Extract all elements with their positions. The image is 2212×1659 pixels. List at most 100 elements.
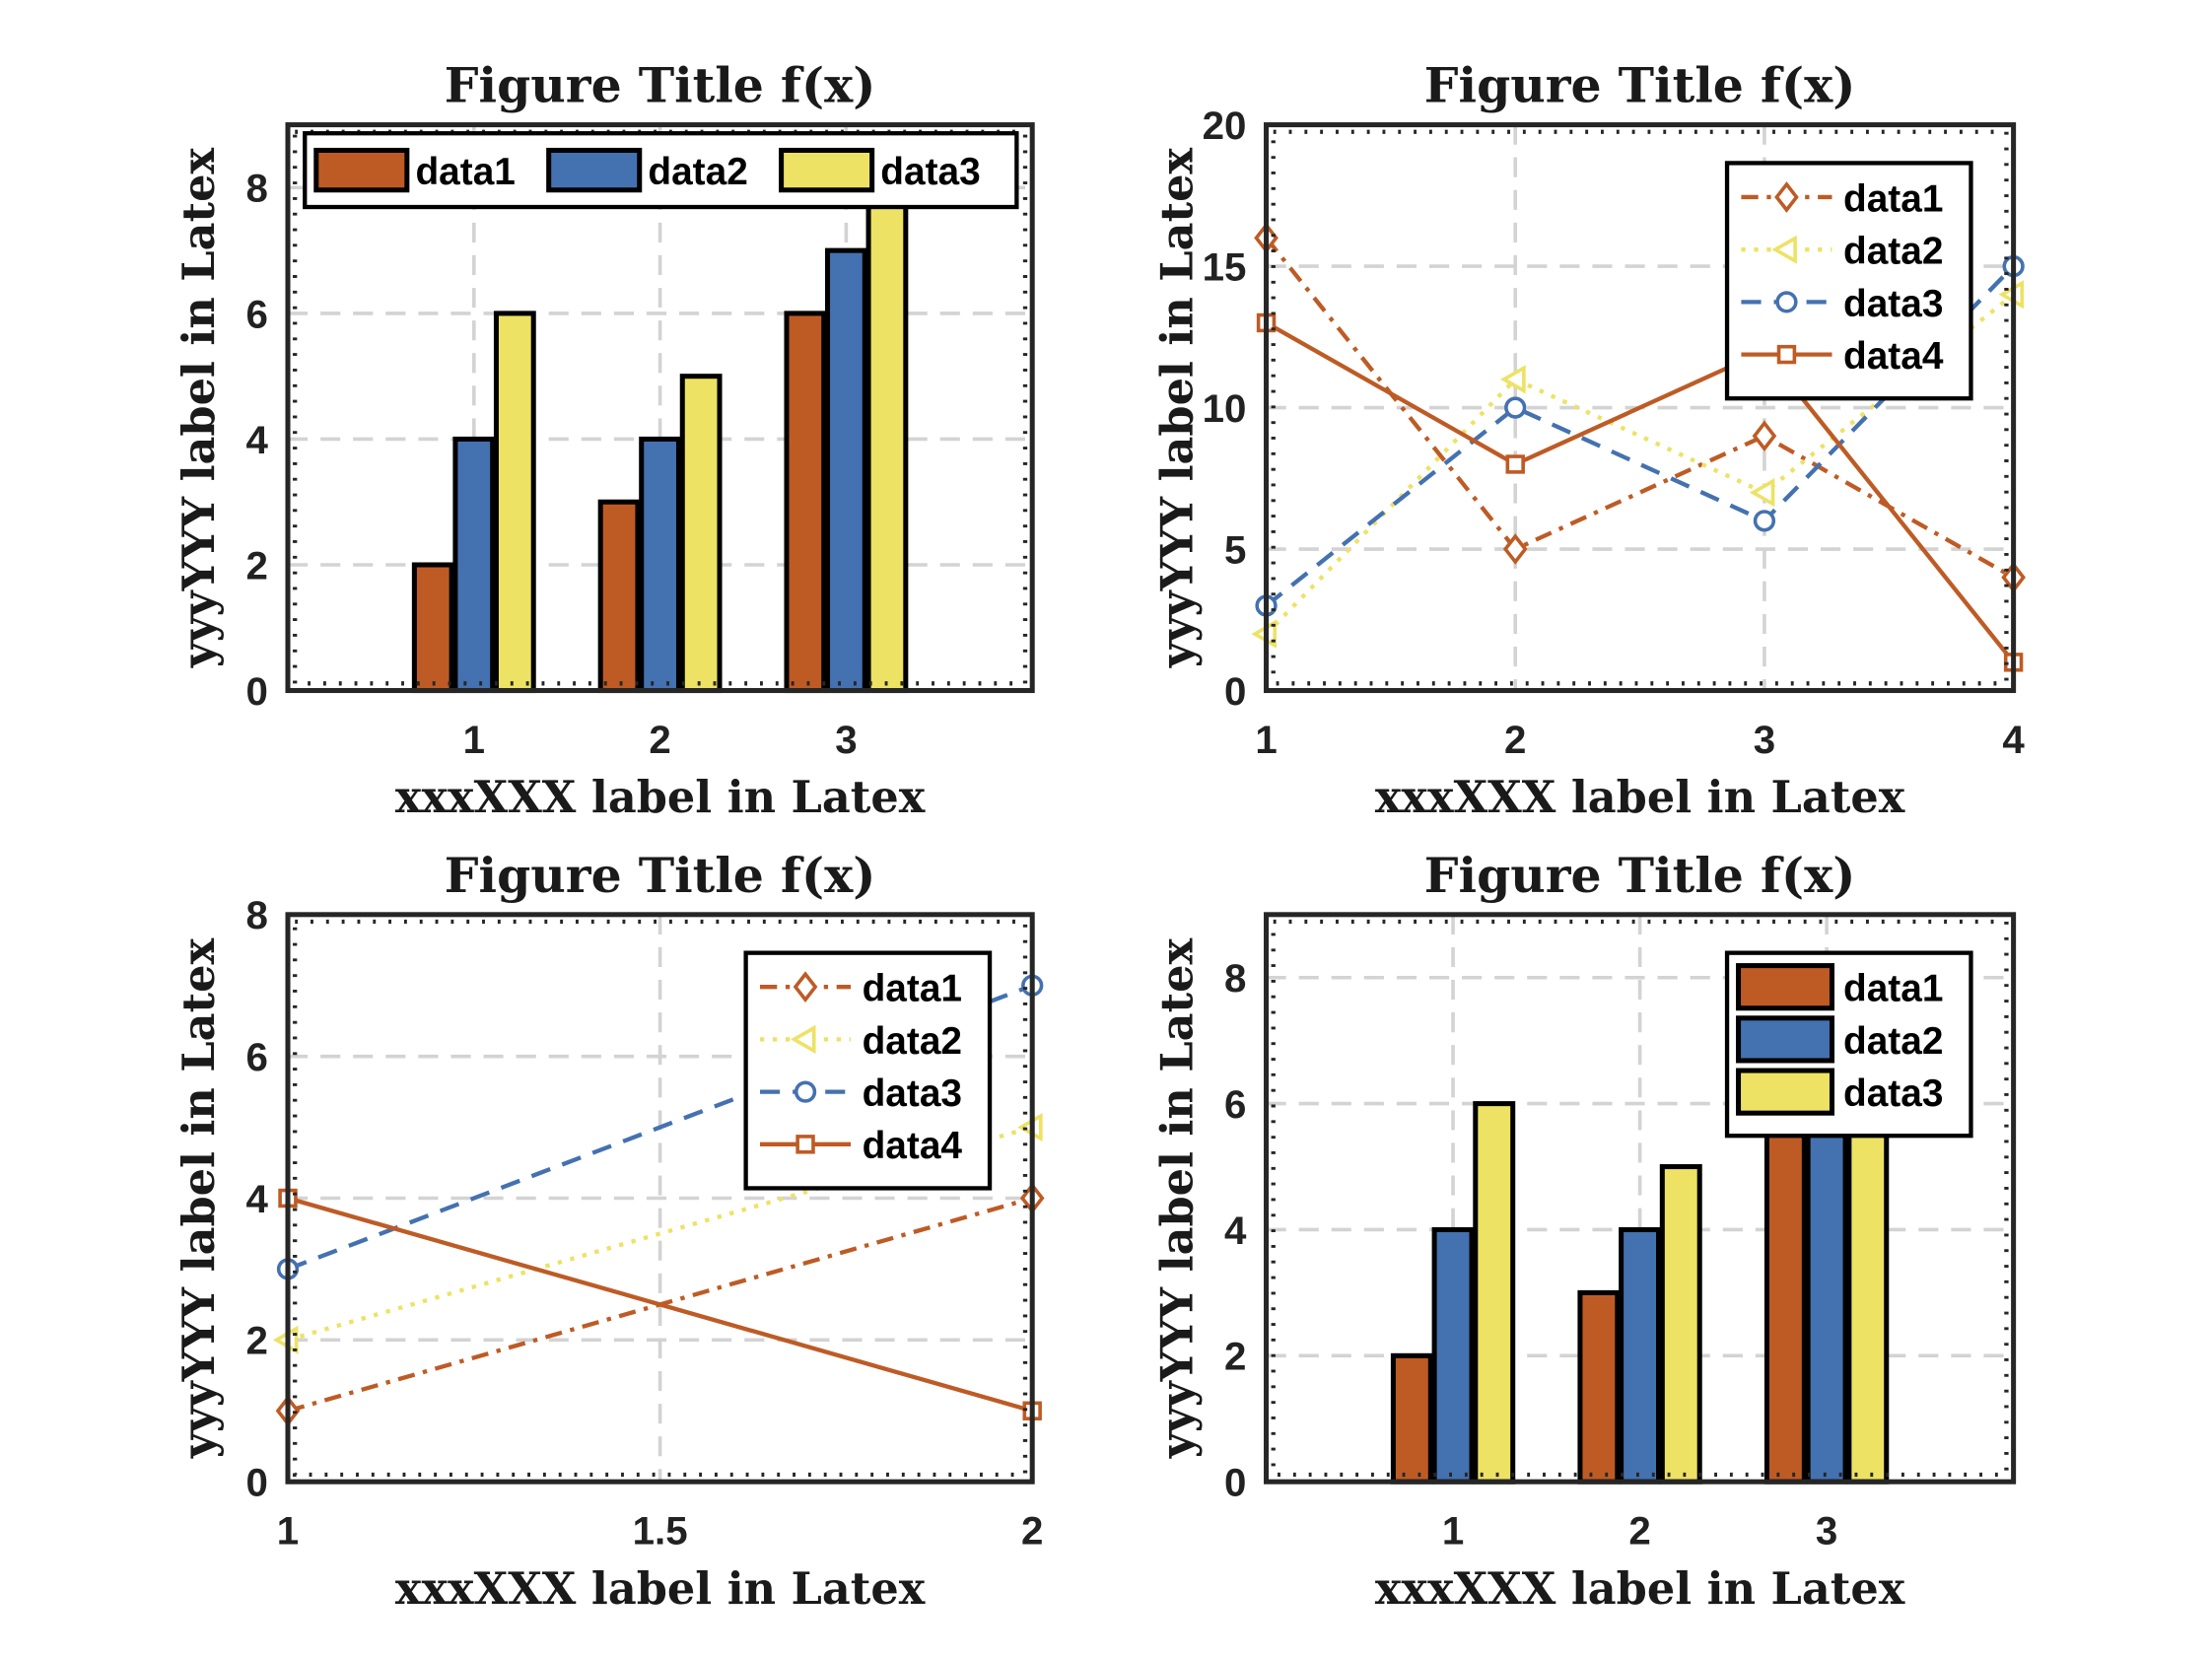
- bar-data3-1: [493, 311, 536, 694]
- y-axis-label: yyyYYY label in Latex: [1151, 148, 1204, 669]
- x-axis-label: xxxXXX label in Latex: [1375, 771, 1905, 823]
- y-tick-label: 5: [1224, 527, 1246, 572]
- legend-label-data1: data1: [1843, 968, 1943, 1010]
- legend: data1 data2 data3: [1724, 950, 1973, 1139]
- axes-box: [285, 912, 1035, 1485]
- point-data4-2: [1505, 454, 1525, 474]
- legend-marker-data3: [794, 1080, 817, 1103]
- point-data3-2: [1504, 396, 1527, 419]
- x-tick-label: 1: [1442, 1508, 1464, 1553]
- x-tick-label: 3: [1754, 718, 1775, 762]
- legend-swatch-data3: [779, 147, 875, 193]
- legend-swatch-data3: [1736, 1068, 1835, 1116]
- legend-swatch-data1: [313, 147, 410, 193]
- bar-data3-3: [865, 184, 909, 694]
- x-axis-label: xxxXXX label in Latex: [1375, 1562, 1905, 1615]
- bar-data2-2: [639, 436, 682, 694]
- axes-box: [285, 122, 1035, 694]
- point-data1-2: [1502, 533, 1528, 565]
- x-axis-label: xxxXXX label in Latex: [395, 1562, 926, 1615]
- y-axis-label: yyyYYY label in Latex: [173, 938, 225, 1460]
- x-tick-label: 1: [1255, 718, 1277, 762]
- point-data3-3: [1753, 510, 1776, 532]
- bar-data3-2: [1659, 1164, 1702, 1485]
- bar-data2-1: [1431, 1226, 1475, 1485]
- point-data1-3: [1752, 420, 1777, 452]
- y-axis-label: yyyYYY label in Latex: [1151, 938, 1204, 1460]
- chart-title: Figure Title f(x): [1424, 847, 1856, 904]
- legend-swatch-data2: [1736, 1015, 1835, 1064]
- point-data2-3: [1749, 478, 1775, 508]
- y-tick-label: 0: [245, 669, 267, 714]
- x-tick-label: 3: [835, 718, 857, 762]
- bar-data1-3: [784, 311, 827, 694]
- subplot-4: 1 2 3 0 2 4 6 8 Figure Title f(x) xxxXXX label in…: [1151, 847, 2017, 1615]
- x-tick-label: 4: [2002, 718, 2025, 762]
- legend-marker-data2: [790, 1024, 816, 1054]
- x-tick-label: 1.5: [633, 1508, 688, 1553]
- y-tick-label: 20: [1203, 104, 1247, 148]
- chart-title: Figure Title f(x): [445, 57, 876, 114]
- legend: data1 data2 data3 data4: [1724, 161, 1973, 401]
- x-tick-label: 2: [1504, 718, 1526, 762]
- line-data4: [1265, 320, 2016, 664]
- point-data2-2: [1500, 365, 1526, 394]
- legend-label-data2: data2: [1843, 231, 1943, 273]
- x-tick-label: 1: [277, 1508, 299, 1553]
- y-tick-label: 6: [1224, 1082, 1246, 1127]
- y-tick-label: 2: [245, 1319, 267, 1363]
- minor-ticks: [1271, 129, 2009, 686]
- legend-marker-data4: [795, 1135, 815, 1154]
- legend-marker-data4: [1776, 344, 1797, 365]
- line-data4: [287, 1196, 1033, 1414]
- y-tick-label: 2: [1224, 1335, 1246, 1379]
- x-axis-label: xxxXXX label in Latex: [395, 771, 926, 823]
- legend-label-data2: data2: [648, 151, 747, 193]
- y-tick-label: 8: [1224, 956, 1246, 1001]
- x-tick-label: 3: [1816, 1508, 1837, 1553]
- legend-label-data2: data2: [1843, 1020, 1943, 1063]
- y-tick-label: 0: [1224, 1461, 1246, 1505]
- axes-box: [1264, 122, 2017, 694]
- legend-box: [1724, 161, 1973, 401]
- x-tick-label: 2: [1021, 1508, 1043, 1553]
- bar-data1-1: [411, 562, 454, 694]
- chart-title: Figure Title f(x): [445, 847, 876, 904]
- x-tick-label: 2: [1628, 1508, 1650, 1553]
- legend-marker-data1: [793, 971, 818, 1003]
- legend: data1 data2 data3: [303, 131, 1019, 210]
- y-tick-label: 10: [1203, 386, 1247, 431]
- y-tick-label: 4: [1224, 1209, 1247, 1253]
- legend-label-data2: data2: [863, 1020, 962, 1063]
- bar-data1-2: [1577, 1289, 1621, 1485]
- legend-label-data1: data1: [415, 151, 515, 193]
- y-tick-label: 6: [245, 292, 267, 336]
- legend-label-data1: data1: [863, 968, 962, 1010]
- minor-ticks: [1271, 919, 2009, 1478]
- line-data2: [287, 1125, 1033, 1343]
- bar-data2-2: [1619, 1226, 1662, 1485]
- y-tick-label: 4: [245, 418, 268, 462]
- legend-box: [303, 131, 1019, 210]
- y-tick-label: 8: [245, 167, 267, 211]
- bar-data2-1: [452, 436, 496, 694]
- bar-data1-2: [597, 499, 641, 694]
- legend-swatch-data2: [546, 147, 643, 193]
- subplot-3: 1 1.5 2 0 2 4 6 8 Figure Title f(x) xxxXXX label …: [173, 847, 1045, 1615]
- subplot-1: 1 2 3 0 2 4 6 8 Figure Title f(x) xxxXXX label in…: [173, 57, 1035, 823]
- x-tick-label: 2: [649, 718, 670, 762]
- legend-label-data3: data3: [1843, 283, 1943, 325]
- legend-swatch-data1: [1736, 963, 1835, 1011]
- bar-data3-1: [1473, 1101, 1516, 1485]
- bar-data1-3: [1763, 1101, 1807, 1485]
- legend-marker-data2: [1771, 235, 1797, 264]
- y-tick-label: 0: [1224, 669, 1246, 714]
- y-tick-label: 2: [245, 543, 267, 588]
- legend-label-data3: data3: [1843, 1072, 1943, 1115]
- bar-data2-3: [825, 247, 867, 694]
- y-tick-label: 8: [245, 893, 267, 937]
- bar-data3-2: [679, 374, 723, 694]
- y-axis-label: yyyYYY label in Latex: [173, 148, 225, 669]
- chart-title: Figure Title f(x): [1424, 57, 1856, 114]
